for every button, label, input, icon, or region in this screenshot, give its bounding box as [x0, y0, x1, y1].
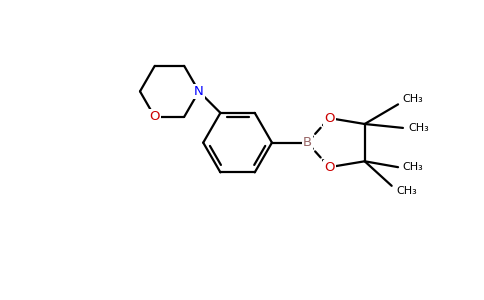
Text: CH₃: CH₃ — [402, 162, 423, 172]
Text: O: O — [324, 112, 334, 124]
Text: CH₃: CH₃ — [402, 94, 423, 104]
Text: CH₃: CH₃ — [396, 186, 417, 196]
Text: B: B — [302, 136, 312, 149]
Text: CH₃: CH₃ — [408, 123, 429, 133]
Text: O: O — [324, 161, 334, 174]
Text: O: O — [150, 110, 160, 123]
Text: N: N — [194, 85, 204, 98]
